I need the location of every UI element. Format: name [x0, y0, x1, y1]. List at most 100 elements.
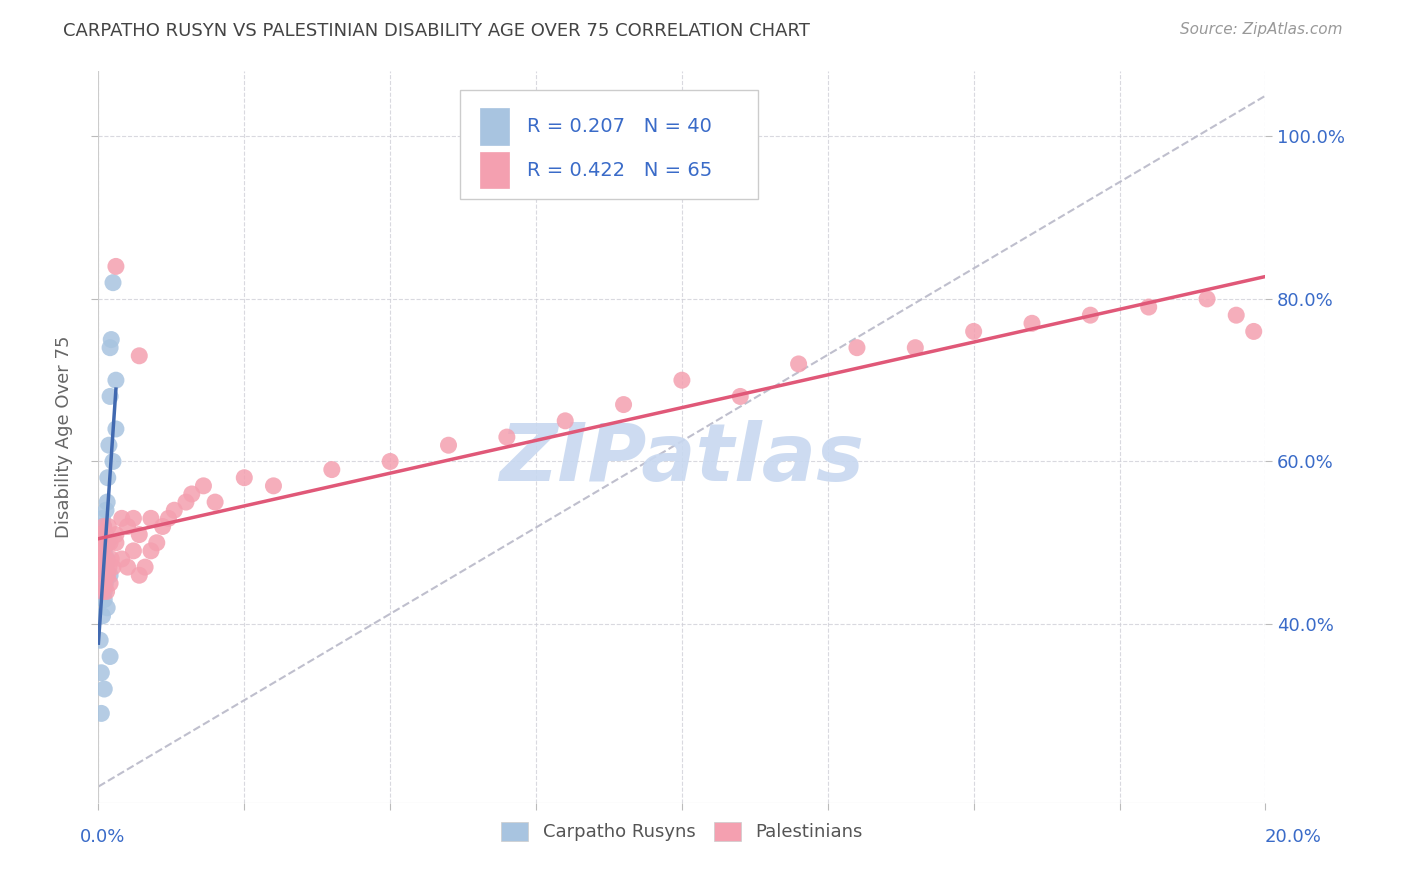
Point [97, 438, 120, 452]
Text: R = 0.207   N = 40: R = 0.207 N = 40 [527, 117, 711, 136]
Point [233, 471, 256, 485]
Point [117, 519, 139, 533]
Point [96, 535, 118, 549]
Point [180, 487, 202, 501]
Point [93, 592, 115, 607]
Point [163, 503, 186, 517]
Point [89, 527, 111, 541]
Point [152, 519, 174, 533]
Point [139, 544, 162, 558]
Point [134, 560, 156, 574]
Point [90, 568, 112, 582]
Point [93, 568, 115, 582]
Point [90, 706, 112, 721]
Point [91, 560, 114, 574]
Point [174, 495, 197, 509]
Point [90, 665, 112, 680]
Point [104, 535, 127, 549]
Point [94, 527, 117, 541]
Point [380, 454, 402, 468]
Point [91, 535, 114, 549]
Point [93, 519, 115, 533]
Point [89, 633, 111, 648]
Point [93, 584, 115, 599]
Point [139, 511, 162, 525]
Text: Source: ZipAtlas.com: Source: ZipAtlas.com [1180, 22, 1343, 37]
Point [90, 544, 112, 558]
Point [321, 462, 343, 476]
Point [94, 560, 117, 574]
Point [89, 552, 111, 566]
Point [104, 527, 127, 541]
Point [90, 552, 112, 566]
Point [128, 527, 150, 541]
Point [93, 535, 115, 549]
Point [1080, 308, 1102, 322]
Point [93, 519, 115, 533]
Point [1137, 300, 1160, 314]
Bar [479, 108, 509, 145]
Point [96, 568, 118, 582]
Point [111, 511, 134, 525]
Text: CARPATHO RUSYN VS PALESTINIAN DISABILITY AGE OVER 75 CORRELATION CHART: CARPATHO RUSYN VS PALESTINIAN DISABILITY… [63, 22, 810, 40]
Point [97, 535, 120, 549]
Point [98, 576, 121, 591]
Point [122, 544, 145, 558]
Point [90, 535, 112, 549]
Point [93, 576, 115, 591]
Point [96, 584, 118, 599]
Point [93, 544, 115, 558]
Point [90, 560, 112, 574]
Point [94, 503, 117, 517]
Point [437, 438, 460, 452]
Point [128, 349, 150, 363]
Point [612, 398, 634, 412]
Point [1225, 308, 1247, 322]
Point [98, 341, 121, 355]
Point [496, 430, 519, 444]
Point [101, 276, 124, 290]
Point [94, 576, 117, 591]
Point [193, 479, 215, 493]
Point [104, 373, 127, 387]
Point [554, 414, 576, 428]
Point [730, 389, 752, 403]
Point [100, 552, 122, 566]
Point [91, 576, 114, 591]
Point [104, 260, 127, 274]
Point [90, 519, 112, 533]
Point [89, 535, 111, 549]
Point [122, 511, 145, 525]
Point [146, 535, 169, 549]
Y-axis label: Disability Age Over 75: Disability Age Over 75 [55, 335, 73, 539]
Legend: Carpatho Rusyns, Palestinians: Carpatho Rusyns, Palestinians [494, 814, 870, 848]
Point [101, 454, 124, 468]
Point [98, 389, 121, 403]
Point [1021, 316, 1043, 330]
Point [1195, 292, 1218, 306]
Point [671, 373, 693, 387]
Point [96, 552, 118, 566]
Point [91, 568, 114, 582]
Point [97, 471, 120, 485]
Point [157, 511, 180, 525]
Point [98, 535, 121, 549]
Point [117, 560, 139, 574]
Point [787, 357, 810, 371]
Bar [479, 152, 509, 188]
Point [262, 479, 284, 493]
Point [101, 560, 124, 574]
Point [91, 511, 114, 525]
Point [128, 568, 150, 582]
Point [962, 325, 984, 339]
Point [91, 584, 114, 599]
Point [98, 568, 121, 582]
Point [97, 519, 120, 533]
Point [104, 422, 127, 436]
Point [94, 552, 117, 566]
Point [904, 341, 927, 355]
Point [97, 568, 120, 582]
Point [91, 544, 114, 558]
Point [93, 681, 115, 696]
Point [100, 333, 122, 347]
